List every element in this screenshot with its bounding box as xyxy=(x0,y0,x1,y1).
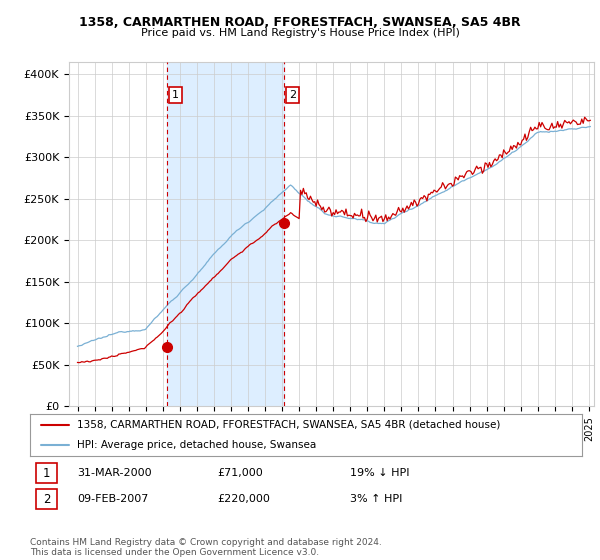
Text: 2: 2 xyxy=(289,90,296,100)
Text: Price paid vs. HM Land Registry's House Price Index (HPI): Price paid vs. HM Land Registry's House … xyxy=(140,28,460,38)
FancyBboxPatch shape xyxy=(36,489,57,509)
Bar xyxy=(167,62,284,406)
Text: HPI: Average price, detached house, Swansea: HPI: Average price, detached house, Swan… xyxy=(77,440,316,450)
Text: £220,000: £220,000 xyxy=(218,494,271,505)
Text: 3% ↑ HPI: 3% ↑ HPI xyxy=(350,494,403,505)
Text: 31-MAR-2000: 31-MAR-2000 xyxy=(77,468,152,478)
Text: 2: 2 xyxy=(43,493,50,506)
Text: 1358, CARMARTHEN ROAD, FFORESTFACH, SWANSEA, SA5 4BR (detached house): 1358, CARMARTHEN ROAD, FFORESTFACH, SWAN… xyxy=(77,420,500,430)
Text: Contains HM Land Registry data © Crown copyright and database right 2024.
This d: Contains HM Land Registry data © Crown c… xyxy=(30,538,382,557)
Text: 19% ↓ HPI: 19% ↓ HPI xyxy=(350,468,410,478)
Text: 1358, CARMARTHEN ROAD, FFORESTFACH, SWANSEA, SA5 4BR: 1358, CARMARTHEN ROAD, FFORESTFACH, SWAN… xyxy=(79,16,521,29)
Text: 1: 1 xyxy=(43,467,50,480)
FancyBboxPatch shape xyxy=(36,464,57,483)
Text: 1: 1 xyxy=(172,90,179,100)
Text: £71,000: £71,000 xyxy=(218,468,263,478)
Text: 09-FEB-2007: 09-FEB-2007 xyxy=(77,494,148,505)
